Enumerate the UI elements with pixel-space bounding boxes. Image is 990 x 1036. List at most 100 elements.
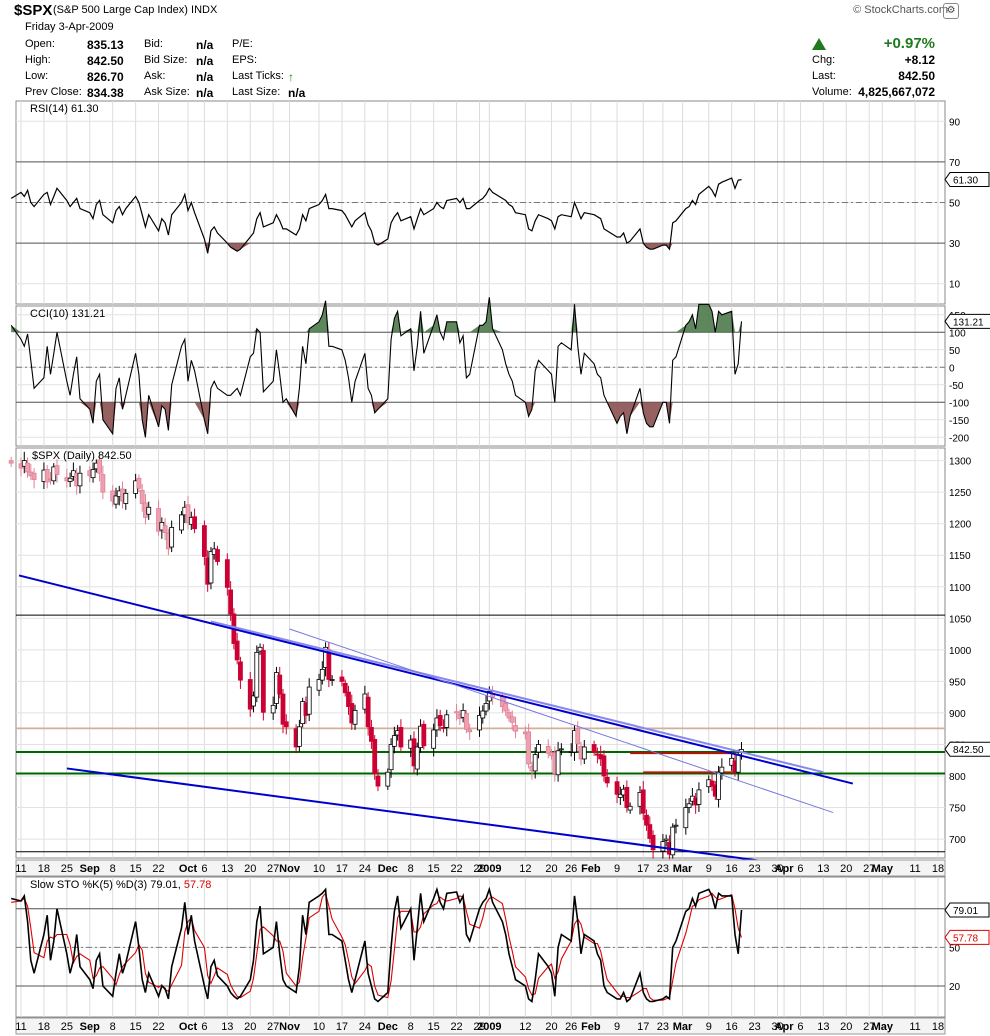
candle-body bbox=[709, 780, 715, 787]
top-date-label: 13 bbox=[817, 863, 829, 875]
last-value-badge bbox=[944, 741, 990, 757]
candle-body bbox=[454, 711, 459, 714]
candle-body bbox=[414, 746, 420, 770]
candle-body bbox=[670, 826, 676, 856]
candle-body bbox=[192, 516, 197, 530]
bottom-date-label: 9 bbox=[706, 1021, 712, 1033]
y-tick-label: 1000 bbox=[949, 646, 972, 657]
candle-body bbox=[25, 462, 30, 473]
top-date-label: 23 bbox=[748, 863, 760, 875]
bottom-date-label: 2009 bbox=[477, 1021, 501, 1033]
candle-body bbox=[136, 477, 142, 489]
candle-body bbox=[90, 469, 96, 479]
bottom-date-label: 6 bbox=[797, 1021, 803, 1033]
candle-body bbox=[146, 506, 152, 515]
quote-row: EPS: bbox=[232, 54, 257, 66]
cci-negative-fill bbox=[11, 402, 742, 438]
candle-body bbox=[663, 838, 669, 841]
candle-body bbox=[215, 549, 220, 562]
top-date-label: 26 bbox=[565, 863, 577, 875]
candle-body bbox=[385, 771, 391, 787]
y-tick-label: 70 bbox=[949, 158, 961, 169]
bottom-date-label: 17 bbox=[637, 1021, 649, 1033]
candle-body bbox=[437, 715, 443, 726]
last-value-label: 57.78 bbox=[953, 933, 978, 944]
top-date-label: 6 bbox=[201, 863, 207, 875]
rsi-oversold-fill bbox=[11, 243, 742, 254]
y-tick-label: 800 bbox=[949, 772, 966, 783]
sto-label: Slow STO %K(5) %D(3) 79.01, 57.78 bbox=[30, 879, 211, 891]
top-date-label: 20 bbox=[244, 863, 256, 875]
top-date-label: 8 bbox=[110, 863, 116, 875]
quote-label: Last Ticks: bbox=[232, 70, 284, 82]
candle-body bbox=[342, 682, 348, 694]
bottom-date-label: 20 bbox=[545, 1021, 557, 1033]
candle-body bbox=[536, 744, 541, 753]
bottom-date-label: Apr bbox=[775, 1021, 795, 1033]
candle-body bbox=[54, 465, 60, 475]
last-value-badge bbox=[944, 929, 990, 945]
bottom-date-label: 15 bbox=[130, 1021, 142, 1033]
rsi-panel: 90 70 50 30 10 RSI(14) 61.30 61.30 bbox=[10, 100, 990, 305]
y-tick-label: 1100 bbox=[949, 583, 971, 594]
change-percent: +0.97% bbox=[883, 35, 935, 52]
y-tick-label: 1250 bbox=[949, 488, 972, 499]
bottom-date-label: Oct bbox=[179, 1021, 198, 1033]
candle-body bbox=[463, 713, 469, 730]
top-date-label: 27 bbox=[863, 863, 875, 875]
y-tick-label: 0 bbox=[949, 363, 955, 374]
candle-body bbox=[113, 495, 119, 505]
candle-body bbox=[545, 745, 551, 754]
quote-label: EPS: bbox=[232, 54, 258, 66]
candle-body bbox=[77, 472, 83, 487]
top-date-label: 8 bbox=[408, 863, 414, 875]
candle-body bbox=[581, 746, 587, 760]
candle-body bbox=[228, 589, 234, 615]
y-tick-label: 1150 bbox=[949, 551, 971, 562]
brand-logo[interactable]: © StockCharts.com bbox=[853, 4, 948, 16]
candle-body bbox=[624, 786, 630, 808]
thin-downtrend-line bbox=[289, 628, 834, 814]
top-date-label: 18 bbox=[932, 863, 944, 875]
sto-label-k: Slow STO %K(5) %D(3) 79.01, bbox=[30, 879, 181, 891]
top-date-label: Dec bbox=[378, 863, 398, 875]
candle-body bbox=[247, 679, 253, 710]
quote-value: ↑ bbox=[288, 70, 294, 84]
candle-body bbox=[503, 703, 509, 712]
candle-body bbox=[647, 824, 653, 839]
quote-label: P/E: bbox=[232, 38, 253, 50]
candle-body bbox=[391, 735, 397, 747]
candle-body bbox=[224, 559, 230, 588]
candle-body bbox=[398, 727, 404, 748]
symbol-name: (S&P 500 Large Cap Index) bbox=[53, 4, 188, 16]
quote-label: Bid Size: bbox=[144, 54, 188, 66]
cci-line bbox=[10, 297, 743, 438]
candle-body bbox=[179, 514, 184, 531]
rsi-line bbox=[10, 177, 742, 254]
candle-body bbox=[254, 651, 260, 698]
top-date-label: Apr bbox=[775, 863, 795, 875]
candle-body bbox=[509, 716, 515, 723]
top-date-label: 16 bbox=[726, 863, 738, 875]
y-tick-label: 1050 bbox=[949, 614, 972, 625]
candle-body bbox=[558, 748, 564, 751]
top-axis-band bbox=[15, 859, 946, 877]
candle-body bbox=[719, 766, 725, 774]
bottom-date-label: 15 bbox=[428, 1021, 440, 1033]
settings-icon[interactable]: ⚙ bbox=[943, 3, 959, 19]
bottom-date-label: 27 bbox=[863, 1021, 875, 1033]
candle-body bbox=[201, 525, 207, 557]
bottom-date-label: 22 bbox=[152, 1021, 164, 1033]
bottom-date-label: 23 bbox=[657, 1021, 669, 1033]
sto-k-line bbox=[11, 886, 743, 1003]
price-frame bbox=[15, 447, 946, 859]
y-tick-label: -100 bbox=[949, 398, 969, 409]
volume-value: 4,825,667,072 bbox=[858, 85, 935, 99]
top-date-label: 11 bbox=[15, 863, 26, 875]
candle-body bbox=[326, 649, 332, 680]
top-date-label: 15 bbox=[130, 863, 142, 875]
candle-body bbox=[696, 789, 702, 805]
candle-body bbox=[526, 731, 532, 765]
candle-body bbox=[316, 679, 322, 691]
candle-body bbox=[369, 727, 374, 742]
